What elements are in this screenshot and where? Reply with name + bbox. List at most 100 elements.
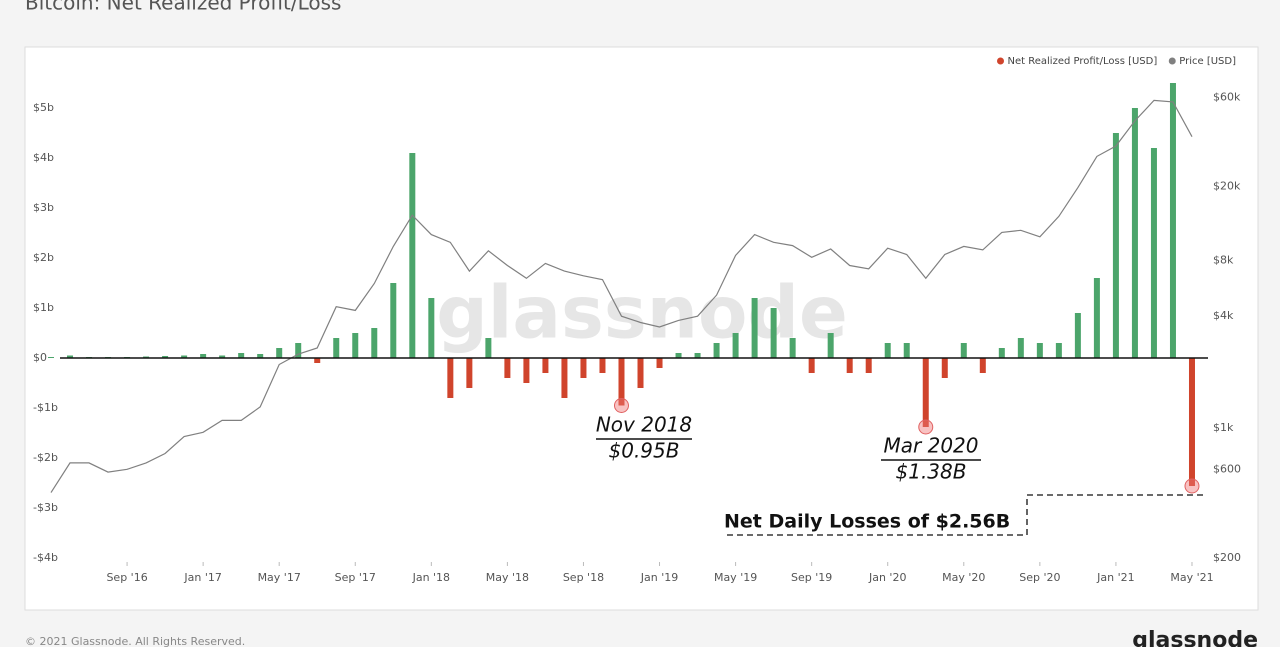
annotation-title: Mar 2020	[884, 434, 979, 458]
x-tick-label: May '18	[486, 571, 529, 584]
annotation-dot	[1184, 478, 1200, 494]
y-tick-label: $1b	[33, 301, 54, 314]
annotation-dot	[613, 398, 629, 413]
bar	[257, 354, 264, 358]
bar	[1074, 313, 1081, 358]
bar	[1188, 358, 1195, 486]
bar	[276, 348, 283, 358]
bar	[713, 343, 720, 358]
x-tick-label: Jan '20	[868, 571, 906, 584]
bar	[637, 358, 644, 388]
bar	[998, 348, 1005, 358]
y-tick-label: $0	[33, 351, 47, 364]
bar	[523, 358, 530, 383]
bar	[200, 354, 207, 358]
bar	[618, 358, 625, 406]
bar	[599, 358, 606, 373]
bar	[1017, 338, 1024, 358]
bar	[922, 358, 929, 427]
bar	[770, 308, 777, 358]
x-tick-label: Sep '16	[106, 571, 147, 584]
annotation-text: $0.95B	[609, 439, 680, 463]
bar	[846, 358, 853, 373]
y-tick-label: $3b	[33, 201, 54, 214]
y-tick-label: $5b	[33, 101, 54, 114]
bar	[542, 358, 549, 373]
bar	[371, 328, 378, 358]
legend-label: Price [USD]	[1179, 56, 1236, 67]
y2-tick-label: $4k	[1213, 309, 1234, 322]
bar	[428, 298, 435, 358]
y2-tick-label: $60k	[1213, 91, 1241, 104]
bar	[352, 333, 359, 358]
bar	[485, 338, 492, 358]
plot: -$4b -$3b -$2b -$1b $0 $1b $2b $3b $4b $5b $200 $60…	[33, 56, 1241, 584]
logo: glassnode	[1132, 628, 1258, 647]
bar	[48, 357, 54, 358]
price-line	[50, 99, 1193, 493]
bar	[333, 338, 340, 358]
annotation-box	[725, 494, 1203, 536]
bar	[884, 343, 891, 358]
bar	[827, 333, 834, 358]
bar	[1131, 108, 1138, 358]
bar	[941, 358, 948, 378]
y-tick-label: -$1b	[33, 401, 58, 414]
y-tick-label: $2b	[33, 251, 54, 264]
bar	[409, 153, 416, 358]
x-tick-label: Sep '17	[335, 571, 376, 584]
annotation-title: Nov 2018	[596, 413, 692, 437]
bar	[903, 343, 910, 358]
bar	[960, 343, 967, 358]
watermark: glassnode	[436, 271, 848, 355]
bar	[1112, 133, 1119, 358]
legend-swatch	[1168, 57, 1176, 65]
bar	[865, 358, 872, 373]
x-tick-label: Jan '18	[412, 571, 450, 584]
bar	[675, 353, 682, 358]
bar	[694, 353, 701, 358]
y-tick-label: $4b	[33, 151, 54, 164]
x-tick-label: Sep '19	[791, 571, 832, 584]
bar	[1169, 83, 1176, 358]
bar	[1055, 343, 1062, 358]
bar	[561, 358, 568, 398]
bar	[67, 355, 74, 358]
legend-label: Net Realized Profit/Loss [USD]	[1008, 56, 1158, 67]
x-tick-label: Jan '17	[183, 571, 221, 584]
bar	[732, 333, 739, 358]
y-tick-label: -$3b	[33, 501, 58, 514]
x-tick-label: Jan '19	[640, 571, 678, 584]
x-tick-label: Sep '18	[563, 571, 604, 584]
bar	[466, 358, 473, 388]
x-tick-label: Jan '21	[1096, 571, 1134, 584]
bar	[238, 353, 245, 358]
footer: © 2021 Glassnode. All Rights Reserved.	[25, 635, 245, 647]
bar	[295, 343, 302, 358]
y-tick-label: -$2b	[33, 451, 58, 464]
x-tick-label: May '19	[714, 571, 757, 584]
y2-tick-label: $200	[1213, 551, 1241, 564]
bar	[789, 338, 796, 358]
bar	[390, 283, 397, 358]
annotation-text: Net Daily Losses of $2.56B	[724, 511, 1010, 533]
x-tick-label: May '21	[1170, 571, 1213, 584]
bar	[219, 355, 226, 358]
y-tick-label: -$4b	[33, 551, 58, 564]
legend-swatch	[997, 57, 1005, 65]
bar	[314, 358, 321, 363]
x-tick-label: Sep '20	[1019, 571, 1060, 584]
chart-title: Bitcoin: Net Realized Profit/Loss	[25, 0, 341, 15]
bar	[580, 358, 587, 378]
x-tick-label: May '17	[258, 571, 301, 584]
bar	[1036, 343, 1043, 358]
y2-tick-label: $600	[1213, 462, 1241, 475]
bar	[181, 355, 188, 358]
bar	[808, 358, 815, 373]
bar	[1093, 278, 1100, 358]
y2-tick-label: $20k	[1213, 179, 1241, 192]
bar	[656, 358, 663, 368]
bar	[162, 356, 169, 358]
bar	[504, 358, 511, 378]
